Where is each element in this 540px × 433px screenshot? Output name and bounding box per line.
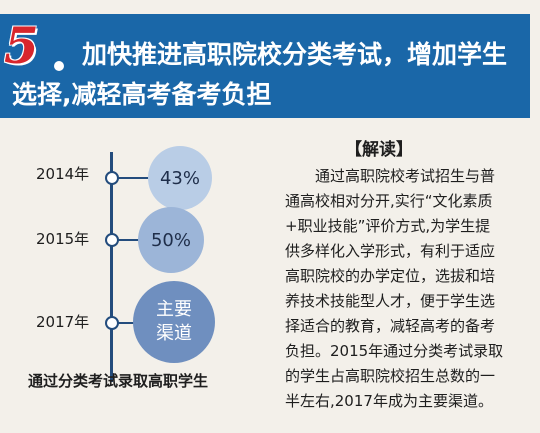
paragraph-line: 高职院校的办学定位，选拔和培 bbox=[285, 264, 527, 289]
paragraph-line: 择适合的教育，减轻高考的备考 bbox=[285, 314, 527, 339]
paragraph-line: 通高校相对分开,实行“文化素质 bbox=[285, 189, 527, 214]
title-line-2: 选择,减轻高考备考负担 bbox=[12, 80, 272, 110]
title-line-1: 加快推进高职院校分类考试，增加学生 bbox=[82, 40, 507, 70]
value-text: 50% bbox=[151, 230, 191, 251]
year-label: 2017年 bbox=[36, 311, 89, 332]
explain-heading: 【解读】 bbox=[345, 135, 413, 160]
paragraph-line: 的学生占高职院校招生总数的一 bbox=[285, 364, 527, 389]
value-bubble: 主要 渠道 bbox=[133, 281, 215, 363]
value-text: 主要 bbox=[156, 298, 192, 322]
paragraph-line: 通过高职院校考试招生与普 bbox=[285, 164, 527, 189]
title-banner: 5 加快推进高职院校分类考试，增加学生 选择,减轻高考备考负担 bbox=[0, 14, 530, 118]
timeline-caption: 通过分类考试录取高职学生 bbox=[28, 370, 208, 391]
explain-paragraph: 通过高职院校考试招生与普 通高校相对分开,实行“文化素质 +职业技能”评价方式,… bbox=[285, 164, 527, 414]
paragraph-line: 供多样化入学形式，有利于适应 bbox=[285, 239, 527, 264]
year-label: 2015年 bbox=[36, 228, 89, 249]
paragraph-line: +职业技能”评价方式,为学生提 bbox=[285, 214, 527, 239]
paragraph-line: 负担。2015年通过分类考试录取 bbox=[285, 339, 527, 364]
paragraph-line: 半左右,2017年成为主要渠道。 bbox=[285, 389, 527, 414]
value-text: 43% bbox=[160, 168, 200, 189]
value-text: 渠道 bbox=[156, 322, 192, 346]
year-label: 2014年 bbox=[36, 163, 89, 184]
section-number: 5 bbox=[4, 18, 39, 74]
value-bubble: 50% bbox=[138, 207, 204, 273]
timeline-connector bbox=[117, 239, 139, 241]
value-bubble: 43% bbox=[148, 146, 212, 210]
timeline-connector bbox=[117, 177, 149, 179]
bullet-dot bbox=[54, 61, 64, 71]
paragraph-line: 养技术技能型人才，便于学生选 bbox=[285, 289, 527, 314]
timeline-line bbox=[110, 152, 113, 382]
